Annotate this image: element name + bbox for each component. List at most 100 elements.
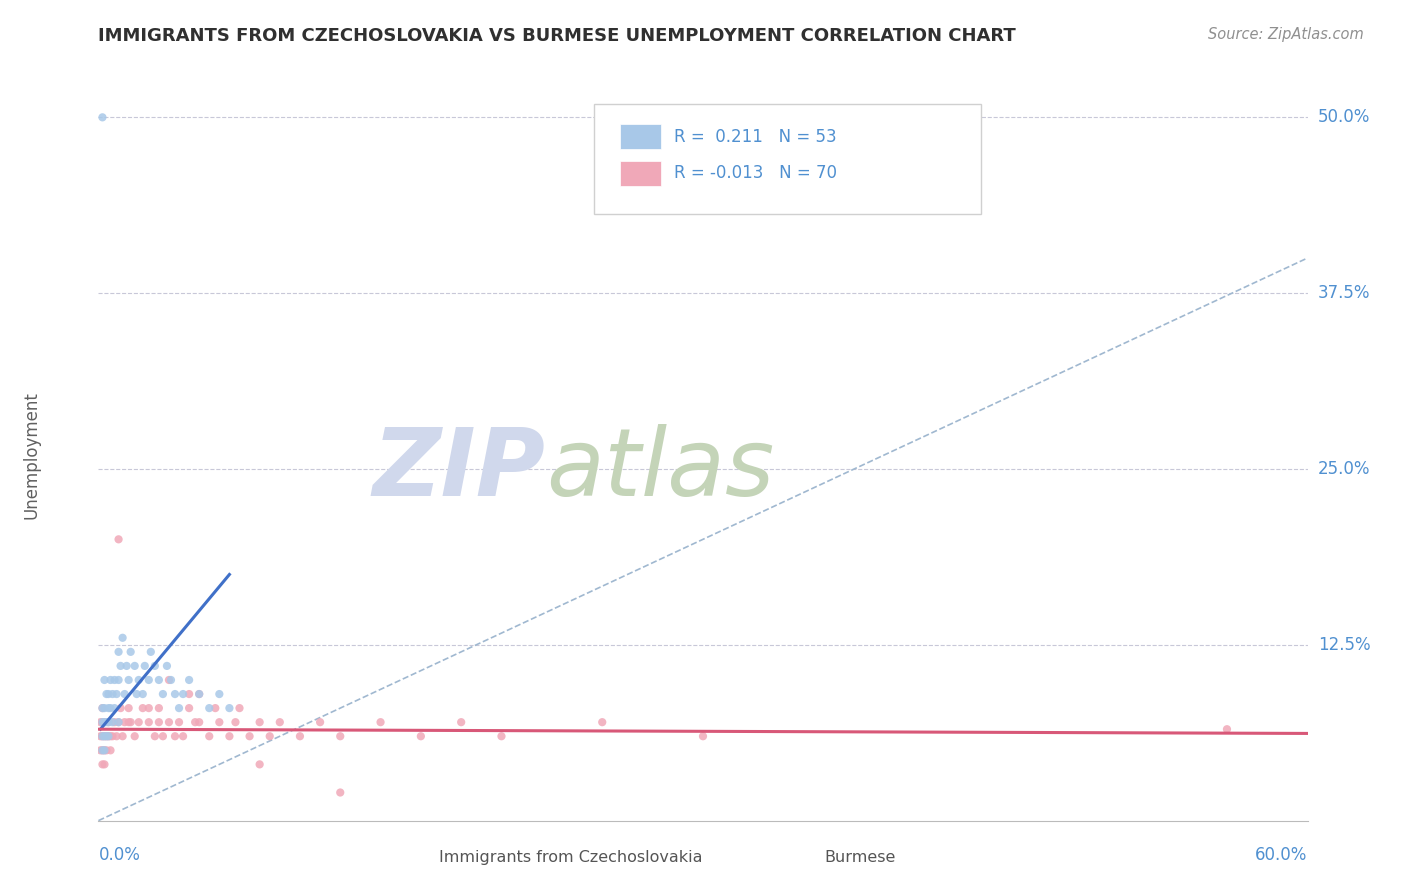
Text: 37.5%: 37.5% bbox=[1317, 285, 1371, 302]
Point bbox=[110, 701, 132, 715]
Point bbox=[91, 743, 114, 757]
Text: IMMIGRANTS FROM CZECHOSLOVAKIA VS BURMESE UNEMPLOYMENT CORRELATION CHART: IMMIGRANTS FROM CZECHOSLOVAKIA VS BURMES… bbox=[98, 27, 1017, 45]
Point bbox=[198, 729, 221, 743]
Point bbox=[97, 715, 120, 730]
Point bbox=[163, 729, 186, 743]
Point bbox=[152, 687, 174, 701]
Point bbox=[148, 673, 170, 687]
Point bbox=[148, 701, 170, 715]
Point bbox=[96, 715, 118, 730]
Point bbox=[118, 715, 141, 730]
Text: R =  0.211   N = 53: R = 0.211 N = 53 bbox=[673, 128, 837, 145]
Point bbox=[101, 715, 124, 730]
Point bbox=[91, 701, 114, 715]
Point bbox=[163, 687, 186, 701]
Point bbox=[93, 757, 115, 772]
Point bbox=[100, 701, 122, 715]
Point bbox=[91, 715, 114, 730]
Point bbox=[218, 701, 240, 715]
Text: Source: ZipAtlas.com: Source: ZipAtlas.com bbox=[1208, 27, 1364, 42]
Point bbox=[172, 729, 194, 743]
Point bbox=[110, 659, 132, 673]
Point bbox=[111, 631, 134, 645]
Text: Immigrants from Czechoslovakia: Immigrants from Czechoslovakia bbox=[440, 850, 703, 864]
Point bbox=[107, 533, 129, 547]
Point bbox=[89, 715, 111, 730]
Point bbox=[103, 701, 125, 715]
Point bbox=[249, 715, 271, 730]
Point bbox=[269, 715, 291, 730]
Point bbox=[91, 757, 114, 772]
Text: R = -0.013   N = 70: R = -0.013 N = 70 bbox=[673, 164, 837, 182]
Point bbox=[93, 743, 115, 757]
Point bbox=[111, 729, 134, 743]
Point bbox=[177, 687, 201, 701]
Point bbox=[91, 111, 114, 125]
Point bbox=[167, 701, 190, 715]
Point bbox=[115, 659, 138, 673]
Point bbox=[138, 715, 160, 730]
Point bbox=[128, 673, 150, 687]
Point bbox=[100, 729, 122, 743]
Point bbox=[93, 729, 115, 743]
Point bbox=[89, 729, 111, 743]
Point bbox=[100, 743, 122, 757]
Point bbox=[167, 715, 190, 730]
Point bbox=[208, 687, 231, 701]
Point bbox=[228, 701, 250, 715]
Point bbox=[93, 673, 115, 687]
Point bbox=[118, 701, 141, 715]
Point bbox=[218, 729, 240, 743]
Point bbox=[91, 729, 114, 743]
Point bbox=[172, 687, 194, 701]
Point bbox=[288, 729, 311, 743]
Point bbox=[139, 645, 162, 659]
Point bbox=[101, 729, 124, 743]
Point bbox=[491, 729, 513, 743]
Point bbox=[103, 673, 125, 687]
Point bbox=[96, 729, 118, 743]
Point bbox=[125, 687, 148, 701]
Text: 12.5%: 12.5% bbox=[1317, 636, 1371, 654]
Point bbox=[591, 715, 613, 730]
Point bbox=[239, 729, 262, 743]
Point bbox=[692, 729, 714, 743]
Text: Burmese: Burmese bbox=[824, 850, 896, 864]
Point bbox=[152, 729, 174, 743]
Point bbox=[184, 715, 207, 730]
Point bbox=[138, 701, 160, 715]
Point bbox=[188, 687, 211, 701]
Point bbox=[224, 715, 246, 730]
Point bbox=[177, 701, 201, 715]
Text: 60.0%: 60.0% bbox=[1256, 846, 1308, 864]
Point bbox=[177, 673, 201, 687]
Point bbox=[143, 729, 166, 743]
Point bbox=[91, 701, 114, 715]
Point bbox=[143, 659, 166, 673]
Point bbox=[120, 645, 142, 659]
Point bbox=[409, 729, 432, 743]
Point bbox=[259, 729, 281, 743]
Point bbox=[370, 715, 392, 730]
Point bbox=[309, 715, 332, 730]
Point bbox=[91, 715, 114, 730]
Point bbox=[105, 729, 128, 743]
FancyBboxPatch shape bbox=[620, 161, 661, 186]
Point bbox=[450, 715, 472, 730]
Point bbox=[107, 715, 129, 730]
Point bbox=[118, 673, 141, 687]
Point bbox=[114, 687, 136, 701]
Point bbox=[114, 715, 136, 730]
Point bbox=[96, 743, 118, 757]
Point bbox=[93, 715, 115, 730]
Text: ZIP: ZIP bbox=[373, 424, 546, 516]
Point bbox=[100, 673, 122, 687]
Point bbox=[329, 729, 352, 743]
Point bbox=[124, 659, 146, 673]
Point bbox=[128, 715, 150, 730]
FancyBboxPatch shape bbox=[620, 124, 661, 149]
FancyBboxPatch shape bbox=[595, 103, 981, 213]
Point bbox=[249, 757, 271, 772]
Point bbox=[157, 715, 180, 730]
Text: Unemployment: Unemployment bbox=[22, 391, 41, 519]
